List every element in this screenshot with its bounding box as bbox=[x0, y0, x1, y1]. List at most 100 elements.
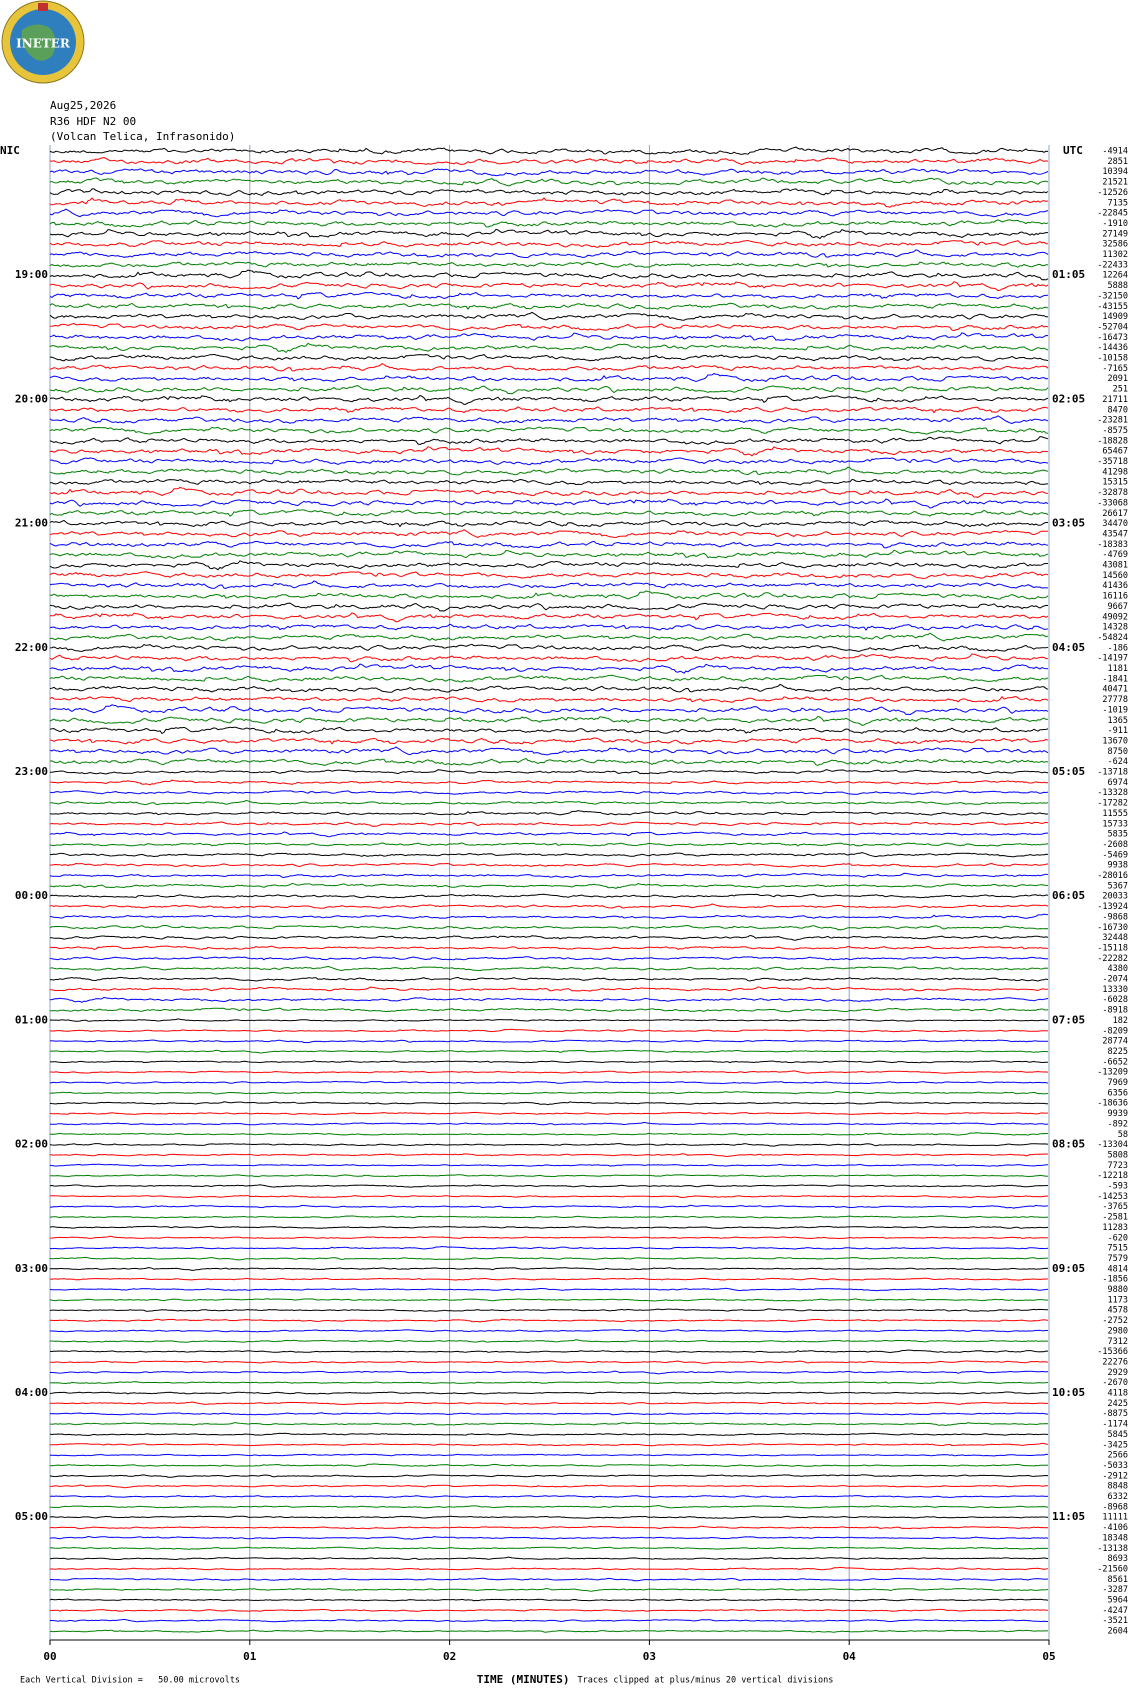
trace bbox=[49, 1453, 1049, 1457]
trace bbox=[49, 903, 1049, 909]
left-time-label: 23:00 bbox=[15, 765, 48, 778]
trace-offset-label: 58 bbox=[1118, 1130, 1128, 1140]
trace-offset-label: 2851 bbox=[1108, 157, 1128, 167]
logo-text: INETER bbox=[16, 37, 71, 51]
trace-offset-label: -4769 bbox=[1102, 550, 1128, 560]
trace-offset-label: 14328 bbox=[1102, 623, 1128, 633]
trace bbox=[49, 466, 1049, 476]
trace-offset-label: 21711 bbox=[1102, 395, 1128, 405]
trace bbox=[49, 540, 1049, 549]
trace-offset-label: -1019 bbox=[1102, 705, 1128, 715]
trace bbox=[49, 1287, 1049, 1292]
trace bbox=[49, 882, 1049, 889]
trace-offset-label: -1841 bbox=[1102, 674, 1128, 684]
trace-offset-label: -21560 bbox=[1097, 1564, 1128, 1574]
trace-offset-label: -15366 bbox=[1097, 1347, 1128, 1357]
trace-offset-label: 14909 bbox=[1102, 312, 1128, 322]
trace-offset-label: -8209 bbox=[1102, 1026, 1128, 1036]
trace bbox=[49, 913, 1049, 919]
trace-offset-label: 41436 bbox=[1102, 581, 1128, 591]
trace bbox=[49, 1598, 1049, 1602]
trace bbox=[49, 342, 1049, 354]
trace bbox=[49, 612, 1049, 623]
trace-offset-label: 32586 bbox=[1102, 240, 1128, 250]
date: Aug25,2026 bbox=[50, 99, 116, 112]
trace-offset-label: -1174 bbox=[1102, 1420, 1128, 1430]
trace-offset-label: 11283 bbox=[1102, 1223, 1128, 1233]
station: R36 HDF N2 00 bbox=[50, 115, 136, 128]
left-zone: NIC bbox=[0, 144, 20, 157]
trace-offset-label: -7165 bbox=[1102, 364, 1128, 374]
trace-offset-label: 11555 bbox=[1102, 809, 1128, 819]
trace bbox=[49, 1080, 1049, 1085]
trace bbox=[49, 426, 1049, 435]
trace-offset-label: -32150 bbox=[1097, 291, 1128, 301]
trace bbox=[49, 1143, 1049, 1147]
trace bbox=[49, 415, 1049, 425]
trace-offset-label: 15315 bbox=[1102, 478, 1128, 488]
trace-offset-label: 7723 bbox=[1108, 1161, 1128, 1171]
location: (Volcan Telica, Infrasonido) bbox=[50, 130, 235, 143]
trace bbox=[50, 1370, 1049, 1375]
trace-offset-label: 5835 bbox=[1108, 830, 1128, 840]
trace-offset-label: 4578 bbox=[1108, 1306, 1128, 1316]
trace bbox=[49, 1225, 1049, 1229]
trace bbox=[49, 831, 1048, 838]
logo-flag bbox=[38, 3, 48, 11]
trace bbox=[49, 956, 1049, 961]
trace bbox=[49, 188, 1049, 196]
trace bbox=[49, 1349, 1049, 1354]
trace bbox=[49, 197, 1049, 208]
right-time-label: 11:05 bbox=[1052, 1510, 1085, 1523]
trace-offset-label: -14253 bbox=[1097, 1192, 1128, 1202]
trace-offset-label: -3287 bbox=[1102, 1585, 1128, 1595]
trace-offset-label: 27149 bbox=[1102, 229, 1128, 239]
trace bbox=[49, 571, 1049, 579]
trace-offset-label: 2566 bbox=[1108, 1451, 1128, 1461]
trace-offset-label: 6974 bbox=[1108, 778, 1128, 788]
trace-offset-label: -892 bbox=[1108, 1119, 1128, 1129]
trace bbox=[49, 737, 1049, 745]
trace-offset-label: 7579 bbox=[1108, 1254, 1128, 1264]
trace-offset-label: -6652 bbox=[1102, 1057, 1128, 1067]
trace bbox=[49, 715, 1049, 726]
trace bbox=[49, 1412, 1049, 1416]
trace bbox=[49, 302, 1049, 310]
trace bbox=[49, 1163, 1049, 1167]
trace-offset-label: 5888 bbox=[1108, 281, 1128, 291]
trace bbox=[49, 1256, 1049, 1261]
trace-offset-label: 8693 bbox=[1108, 1554, 1128, 1564]
trace bbox=[49, 509, 1049, 517]
trace bbox=[49, 332, 1049, 342]
trace-offset-label: 8561 bbox=[1108, 1575, 1128, 1585]
trace bbox=[49, 872, 1049, 879]
trace-offset-label: 22276 bbox=[1102, 1357, 1128, 1367]
trace-offset-label: -13138 bbox=[1097, 1544, 1128, 1554]
trace bbox=[49, 1339, 1049, 1343]
trace-offset-label: 8848 bbox=[1108, 1482, 1128, 1492]
trace bbox=[49, 683, 1049, 693]
trace bbox=[50, 1618, 1048, 1623]
trace bbox=[49, 976, 1049, 982]
trace-offset-label: -10158 bbox=[1097, 354, 1128, 364]
trace-offset-label: -2608 bbox=[1102, 840, 1128, 850]
trace-offset-label: 5367 bbox=[1108, 881, 1128, 891]
left-time-label: 20:00 bbox=[15, 392, 48, 405]
trace bbox=[49, 643, 1049, 652]
footer-left: Each Vertical Division = 50.00 microvolt… bbox=[20, 1676, 240, 1686]
trace-offset-label: 11111 bbox=[1102, 1513, 1128, 1523]
trace-offset-label: 251 bbox=[1113, 385, 1128, 395]
trace-offset-label: -4247 bbox=[1102, 1606, 1128, 1616]
trace bbox=[49, 1525, 1049, 1530]
left-time-label: 01:00 bbox=[15, 1013, 48, 1026]
trace bbox=[49, 1215, 1049, 1219]
trace-offset-label: -911 bbox=[1108, 726, 1128, 736]
trace bbox=[49, 726, 1049, 735]
trace bbox=[49, 924, 1049, 931]
trace bbox=[49, 769, 1049, 775]
trace bbox=[49, 632, 1049, 642]
x-tick-label: 01 bbox=[243, 1650, 257, 1663]
footer-right: Traces clipped at plus/minus 20 vertical… bbox=[578, 1676, 834, 1686]
trace-offset-label: 5808 bbox=[1108, 1150, 1128, 1160]
trace-offset-label: 9667 bbox=[1108, 602, 1128, 612]
